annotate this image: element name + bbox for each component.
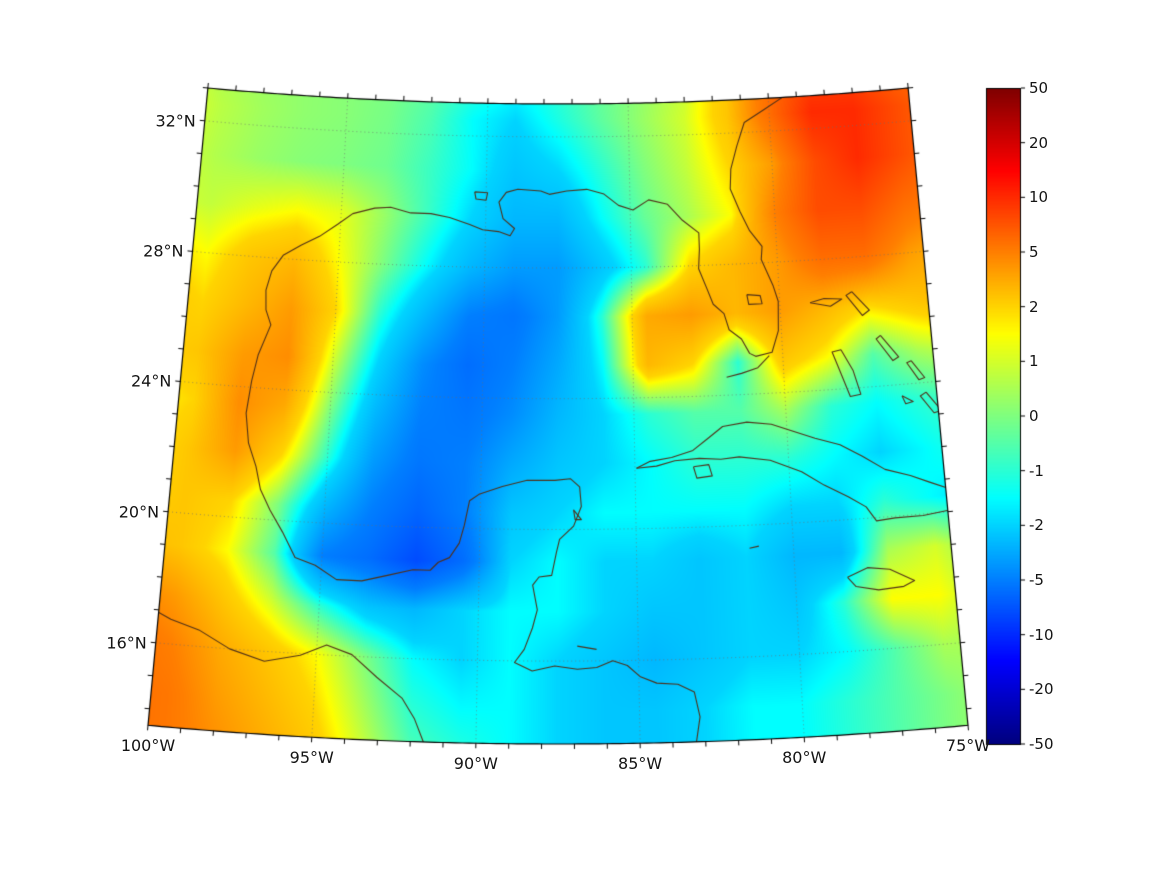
map-plot-canvas — [0, 0, 1167, 875]
figure: 32°N 28°N 24°N 20°N 16°N 100°W 95°W 90°W 85°W 80°… — [0, 0, 1167, 875]
